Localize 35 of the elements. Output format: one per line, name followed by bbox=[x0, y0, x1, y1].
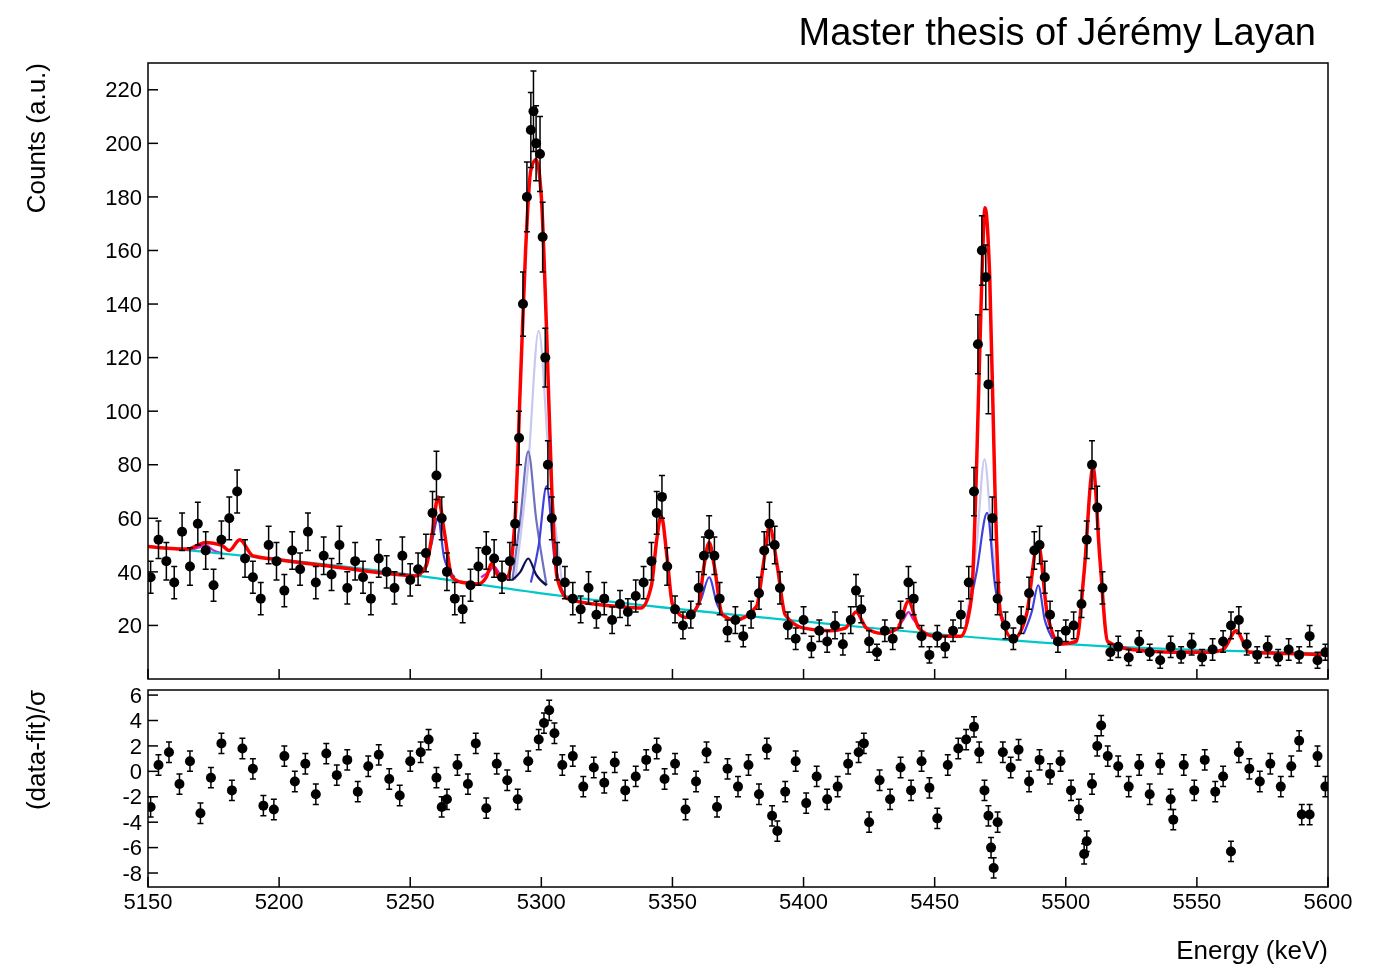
y-tick-label: -4 bbox=[122, 809, 142, 835]
y-axis-title: (data-fit)/σ bbox=[21, 690, 51, 811]
x-tick-label: 5550 bbox=[1172, 889, 1222, 914]
y-tick-label: 0 bbox=[129, 759, 142, 785]
y-axis-title: Counts (a.u.) bbox=[21, 63, 51, 214]
y-tick-label: 6 bbox=[129, 682, 142, 708]
y-tick-label: -8 bbox=[122, 860, 142, 886]
x-tick-label: 5300 bbox=[516, 889, 566, 914]
x-tick-label: 5150 bbox=[123, 889, 173, 914]
y-tick-label: -6 bbox=[122, 835, 142, 861]
y-tick-label: 100 bbox=[105, 398, 142, 424]
line-series bbox=[511, 557, 548, 587]
x-tick-label: 5500 bbox=[1041, 889, 1091, 914]
y-tick-label: 160 bbox=[105, 238, 142, 264]
x-tick-label: 5400 bbox=[779, 889, 829, 914]
y-tick-label: 20 bbox=[117, 613, 142, 639]
y-tick-label: 60 bbox=[117, 506, 142, 531]
x-tick-label: 5600 bbox=[1303, 889, 1353, 914]
y-tick-label: 120 bbox=[105, 345, 142, 371]
y-tick-label: 220 bbox=[105, 77, 142, 103]
y-tick-label: -2 bbox=[122, 784, 142, 810]
x-tick-label: 5200 bbox=[254, 889, 304, 914]
y-tick-label: 140 bbox=[105, 291, 142, 317]
y-tick-label: 80 bbox=[117, 452, 142, 478]
x-axis-title: Energy (keV) bbox=[1176, 935, 1328, 965]
y-tick-label: 2 bbox=[129, 733, 142, 759]
x-tick-label: 5450 bbox=[910, 889, 960, 914]
x-tick-label: 5350 bbox=[647, 889, 697, 914]
line-series bbox=[511, 450, 548, 587]
y-tick-label: 200 bbox=[105, 131, 142, 157]
y-tick-label: 180 bbox=[105, 184, 142, 210]
x-tick-label: 5250 bbox=[385, 889, 435, 914]
chart-title: Master thesis of Jérémy Layan bbox=[798, 11, 1316, 53]
y-tick-label: 40 bbox=[117, 559, 142, 585]
y-tick-label: 4 bbox=[129, 708, 142, 734]
